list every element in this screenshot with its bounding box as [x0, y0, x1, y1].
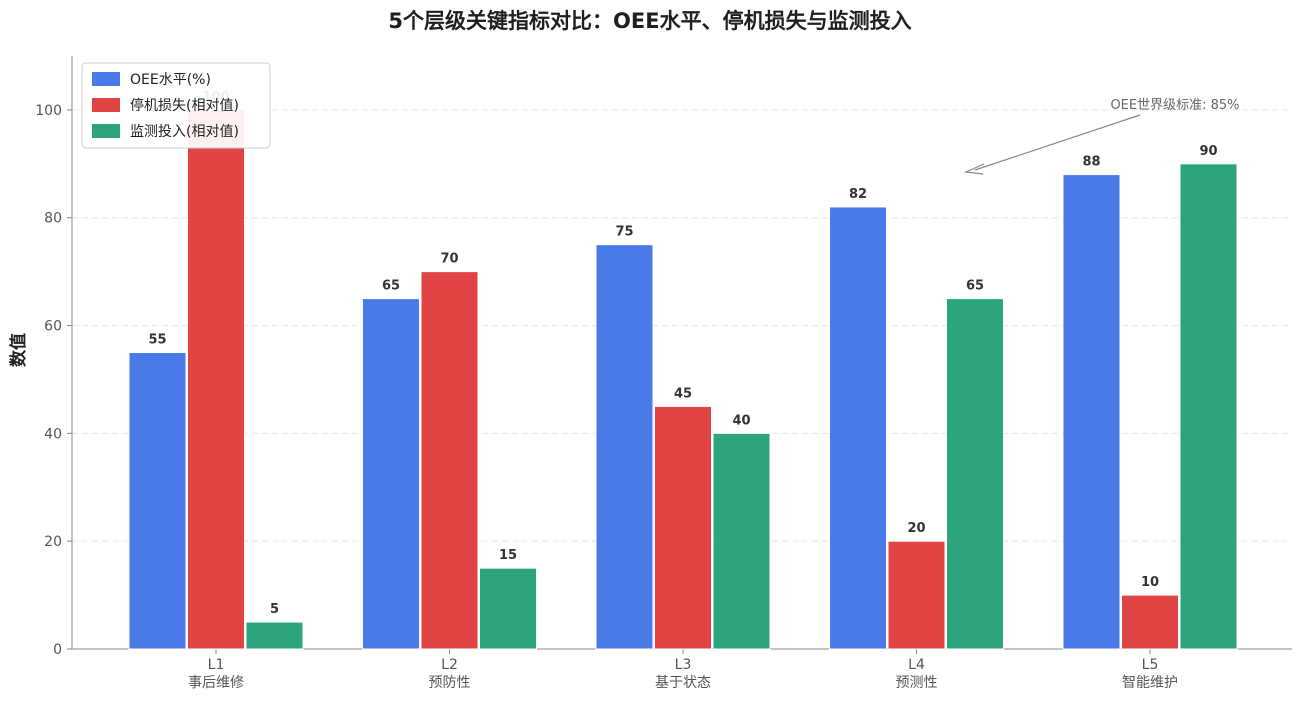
- legend-box: [81, 62, 271, 149]
- data-label: 55: [148, 333, 166, 348]
- bar-2-3: [654, 405, 712, 650]
- bar-1-2: [362, 298, 420, 650]
- x-tick-labels: L1 事后维修 L2 预防性 L3 基于状态 L4 预测性 L5 智能维护: [188, 657, 1178, 691]
- y-tick-label: 100: [35, 103, 62, 119]
- data-label: 15: [499, 548, 517, 563]
- annotation-arrow: [974, 114, 1141, 171]
- data-label: 45: [674, 386, 692, 401]
- x-tick-label: L5 智能维护: [1122, 657, 1178, 691]
- bar-2-4: [887, 540, 946, 650]
- annotation-text: OEE世界级标准: 85%: [1110, 98, 1239, 113]
- data-label: 82: [849, 187, 867, 202]
- x-tick-label: L3 基于状态: [655, 657, 711, 691]
- data-label: 65: [382, 279, 400, 294]
- bar-1-5: [1062, 174, 1121, 650]
- data-label: 70: [440, 252, 458, 267]
- data-label: 75: [615, 225, 633, 240]
- data-label: 10: [1141, 575, 1159, 590]
- bar-3-3: [712, 432, 771, 650]
- bar-1-4: [829, 206, 887, 650]
- bar-2-1: [187, 109, 245, 650]
- data-label: 90: [1199, 144, 1217, 159]
- data-label: 65: [966, 279, 984, 294]
- annotation-arrowhead: [963, 163, 985, 175]
- legend-swatch: [92, 98, 120, 112]
- bar-3-2: [479, 567, 537, 650]
- legend-label: OEE水平(%): [130, 72, 211, 88]
- legend-swatch: [92, 72, 120, 86]
- bar-2-2: [420, 271, 479, 650]
- y-tick-label: 40: [44, 426, 62, 442]
- y-tick-label: 0: [53, 642, 62, 658]
- y-tick-label: 80: [44, 211, 62, 227]
- x-tick-label: L4 预测性: [896, 657, 938, 691]
- data-label: 88: [1082, 155, 1100, 170]
- legend-swatch: [92, 124, 120, 138]
- bar-1-1: [128, 352, 187, 650]
- legend: OEE水平(%) 停机损失(相对值) 监测投入(相对值): [81, 62, 271, 149]
- legend-label: 停机损失(相对值): [130, 97, 239, 114]
- x-tick-label: L2 预防性: [429, 657, 471, 691]
- y-tick-label: 20: [44, 534, 62, 550]
- data-label: 5: [270, 602, 279, 617]
- annotation: OEE世界级标准: 85%: [963, 98, 1240, 175]
- y-axis-label: 数值: [8, 333, 29, 367]
- bar-3-4: [946, 298, 1004, 650]
- data-label: 20: [907, 521, 925, 536]
- bar-3-5: [1179, 163, 1238, 650]
- bar-2-5: [1121, 594, 1179, 650]
- x-tick-label: L1 事后维修: [188, 657, 244, 691]
- bar-1-3: [595, 244, 654, 650]
- bar-3-1: [245, 621, 304, 650]
- legend-label: 监测投入(相对值): [130, 124, 239, 140]
- y-tick-label: 60: [44, 319, 62, 335]
- y-tick-labels: 0 20 40 60 80 100: [35, 103, 62, 658]
- bars: [128, 109, 1238, 650]
- data-label: 40: [732, 413, 750, 428]
- chart-title: 5个层级关键指标对比：OEE水平、停机损失与监测投入: [388, 9, 911, 33]
